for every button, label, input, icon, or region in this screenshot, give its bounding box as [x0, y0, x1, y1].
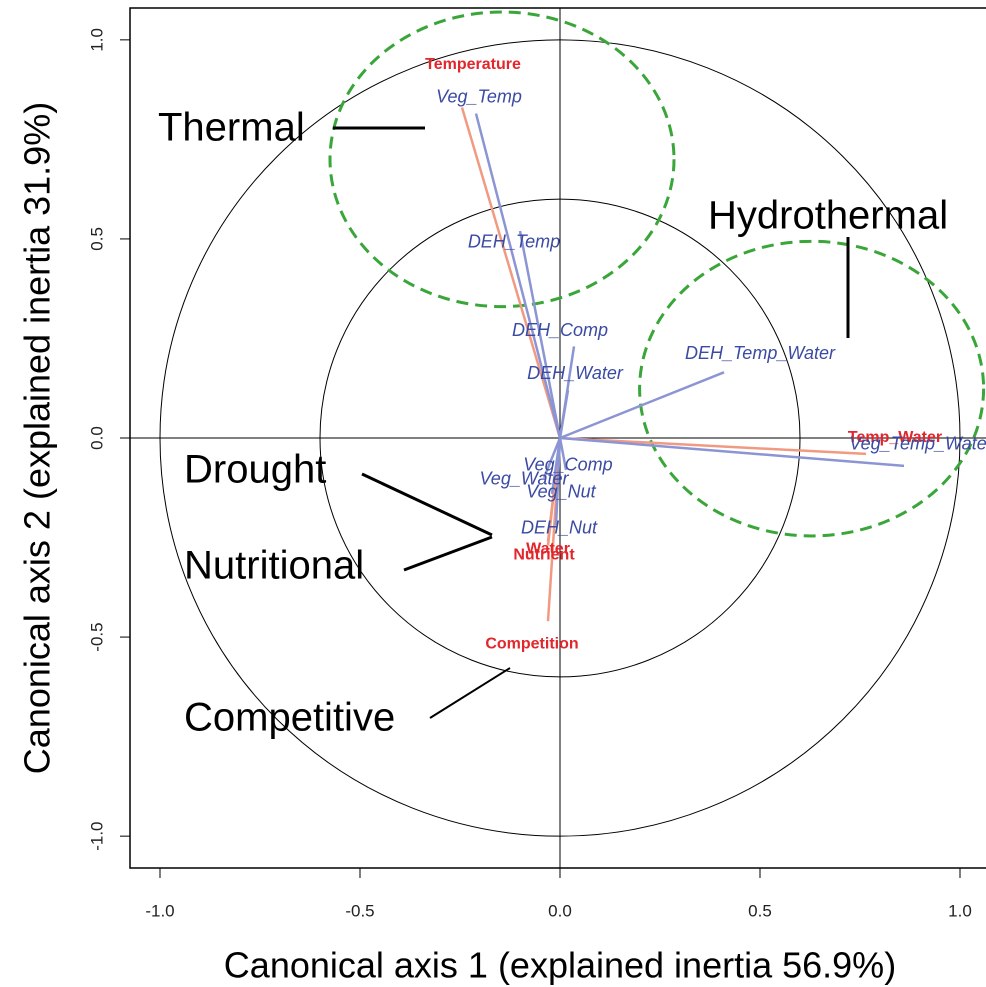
x-tick-label: -1.0	[145, 901, 174, 920]
annotation: Nutritional	[184, 544, 364, 588]
y-tick-label: -0.5	[87, 622, 106, 651]
vector	[559, 436, 867, 456]
y-tick-label: 1.0	[87, 28, 106, 52]
y-tick-label: 0.0	[87, 426, 106, 450]
vector-label: DEH_Comp	[512, 320, 608, 340]
vector	[518, 230, 562, 439]
vector	[558, 390, 570, 439]
pointer	[403, 535, 493, 572]
vector-label: Veg_Comp	[523, 455, 612, 475]
reference-circle	[159, 39, 961, 837]
x-tick-label: 0.0	[548, 901, 572, 920]
vector-label: Temperature	[425, 56, 521, 73]
x-axis-title: Canonical axis 1 (explained inertia 56.9…	[224, 945, 896, 986]
cluster-label: Thermal	[158, 106, 305, 150]
x-tick-label: -0.5	[345, 901, 374, 920]
ticks: -1.0 -0.5 0.0 0.5 1.0 -1.0 -0.5 0.0 0.5 1.0	[87, 28, 971, 920]
annotation: Drought	[184, 448, 326, 492]
vector	[559, 436, 905, 468]
annotations: Thermal Hydrothermal Drought Nutritional…	[158, 106, 948, 740]
vector-label: DEH_Nut	[521, 517, 598, 537]
vector-label: Veg_Temp	[436, 86, 522, 106]
vector-label: Veg_Temp_Water	[849, 434, 986, 454]
vector-label: DEH_Water	[527, 363, 624, 383]
cluster-ellipse	[638, 239, 986, 538]
vector-label: Nutrient	[513, 547, 575, 564]
cluster-ellipse	[328, 10, 676, 309]
plot-area: TemperatureTemp_WaterCompetitionWaterNut…	[130, 8, 986, 868]
vector	[559, 371, 725, 440]
y-tick-label: -1.0	[87, 821, 106, 850]
vector-label: Veg_Nut	[526, 481, 596, 501]
vector	[554, 437, 562, 526]
pointer	[361, 472, 493, 537]
y-tick-label: 0.5	[87, 227, 106, 251]
cluster-label: Hydrothermal	[708, 194, 948, 238]
vector	[542, 437, 562, 479]
y-axis-title: Canonical axis 2 (explained inertia 31.9…	[17, 102, 58, 774]
vector-label: Veg_Water	[479, 469, 569, 489]
pointer	[429, 667, 511, 719]
vector-label: Competition	[485, 635, 578, 652]
x-tick-label: 0.5	[748, 901, 772, 920]
reference-circle	[319, 198, 801, 678]
vector	[460, 107, 562, 439]
annotation: Competitive	[184, 696, 395, 740]
vector-label: Temp_Water	[848, 429, 942, 446]
vector-label: DEH_Temp	[468, 232, 560, 252]
x-tick-label: 1.0	[948, 901, 972, 920]
vector	[474, 113, 562, 439]
vector-label: DEH_Temp_Water	[685, 343, 836, 363]
vector-label: Water	[526, 541, 570, 558]
